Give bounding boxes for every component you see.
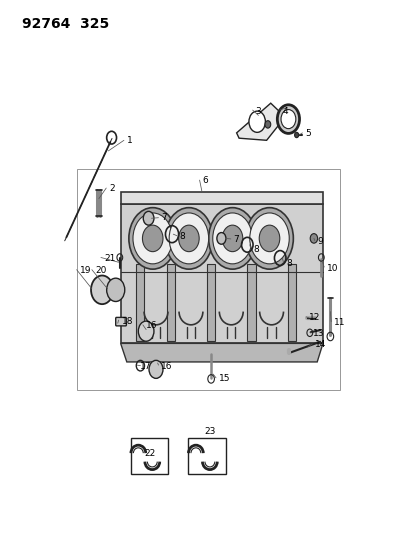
Circle shape [133, 213, 172, 264]
Polygon shape [120, 204, 322, 343]
Text: 20: 20 [95, 266, 106, 275]
Text: 13: 13 [312, 329, 324, 338]
Text: 23: 23 [204, 427, 216, 437]
Polygon shape [120, 192, 322, 204]
Text: 9: 9 [316, 237, 322, 246]
Text: 1: 1 [126, 136, 132, 145]
Text: 8: 8 [252, 245, 258, 254]
Text: 22: 22 [144, 449, 155, 458]
Circle shape [178, 225, 199, 252]
Circle shape [277, 105, 299, 133]
Circle shape [249, 213, 289, 264]
Bar [247, 264, 255, 341]
Text: 2: 2 [109, 183, 114, 192]
Text: 16: 16 [146, 321, 157, 330]
Circle shape [222, 225, 242, 252]
Text: 4: 4 [282, 107, 287, 116]
Text: 3: 3 [255, 107, 261, 116]
Text: 8: 8 [178, 232, 184, 241]
Polygon shape [236, 103, 285, 140]
Circle shape [245, 208, 293, 269]
Text: 10: 10 [326, 264, 338, 272]
Circle shape [169, 213, 208, 264]
Circle shape [264, 120, 270, 128]
Circle shape [216, 232, 225, 244]
Text: 11: 11 [333, 318, 344, 327]
Text: 8: 8 [285, 259, 291, 268]
Bar [188, 438, 225, 474]
Text: 21: 21 [104, 254, 115, 263]
Text: 7: 7 [161, 213, 166, 222]
Text: 12: 12 [308, 313, 320, 322]
Bar [77, 169, 339, 390]
Circle shape [91, 276, 113, 304]
Text: 15: 15 [218, 374, 230, 383]
Text: 7: 7 [233, 236, 238, 245]
Circle shape [280, 110, 295, 128]
Text: 14: 14 [314, 341, 326, 350]
Circle shape [142, 225, 163, 252]
Text: 92764  325: 92764 325 [22, 17, 109, 31]
Circle shape [107, 278, 124, 302]
Circle shape [294, 132, 298, 138]
Bar [131, 438, 168, 474]
Circle shape [138, 321, 154, 341]
Circle shape [259, 225, 279, 252]
Circle shape [248, 111, 265, 132]
Bar [136, 264, 144, 341]
Polygon shape [120, 343, 322, 362]
Text: 19: 19 [79, 266, 91, 275]
Bar [287, 264, 295, 341]
Bar [167, 264, 175, 341]
Text: 16: 16 [161, 362, 172, 370]
Text: 5: 5 [304, 130, 310, 139]
Circle shape [208, 208, 256, 269]
Circle shape [212, 213, 252, 264]
Circle shape [165, 208, 212, 269]
Circle shape [149, 360, 163, 378]
Text: 17: 17 [140, 362, 151, 370]
FancyBboxPatch shape [115, 317, 126, 326]
Circle shape [128, 208, 176, 269]
Circle shape [143, 212, 154, 225]
Circle shape [309, 233, 317, 243]
Text: 18: 18 [121, 317, 133, 326]
Text: 6: 6 [202, 175, 207, 184]
Bar [206, 264, 215, 341]
